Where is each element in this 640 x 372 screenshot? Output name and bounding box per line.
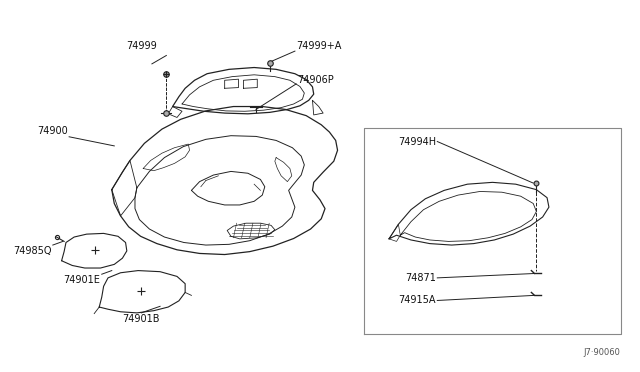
Text: 74985Q: 74985Q [13,246,52,256]
Text: J7·90060: J7·90060 [583,348,620,357]
Text: 74901B: 74901B [122,314,160,324]
Text: 74915A: 74915A [399,295,436,305]
Text: 74871: 74871 [405,273,436,283]
Text: 74906P: 74906P [298,75,334,85]
Text: 74900: 74900 [37,126,68,136]
Text: 74999+A: 74999+A [296,41,342,51]
Text: 74999: 74999 [126,41,157,51]
Text: 74901E: 74901E [63,275,100,285]
Text: 74994H: 74994H [398,137,436,147]
